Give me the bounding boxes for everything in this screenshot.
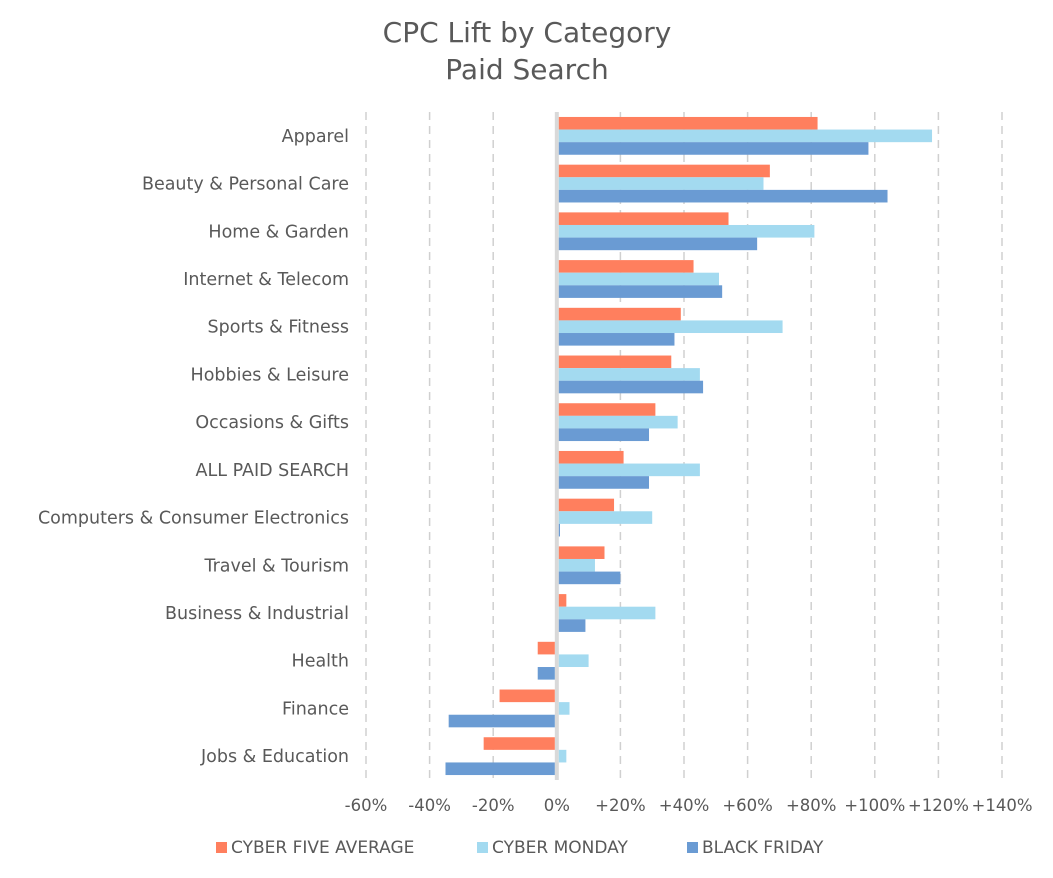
bar-1-10 xyxy=(558,606,656,620)
x-tick-label-3: 0% xyxy=(544,796,570,815)
category-label-10: Business & Industrial xyxy=(165,604,349,624)
legend-swatch-1 xyxy=(477,842,488,853)
bar-2-8 xyxy=(558,523,560,537)
gridlines xyxy=(365,112,1003,780)
bar-0-2 xyxy=(558,212,729,225)
bar-2-2 xyxy=(558,237,758,251)
category-label-2: Home & Garden xyxy=(208,222,349,242)
bar-1-3 xyxy=(558,272,719,286)
bar-1-12 xyxy=(558,702,570,715)
bar-0-9 xyxy=(558,546,605,559)
x-axis-tick-labels: -60% -40% -20% 0% +20% +40% +60% +80% +100% +120%… xyxy=(345,796,1033,815)
x-tick-label-6: +60% xyxy=(722,796,773,815)
bar-0-10 xyxy=(558,594,567,607)
category-labels: Apparel Beauty & Personal Care Home & Gard… xyxy=(38,127,349,767)
category-label-5: Hobbies & Leisure xyxy=(191,365,349,385)
x-tick-label-5: +40% xyxy=(659,796,710,815)
category-label-8: Computers & Consumer Electronics xyxy=(38,509,349,529)
bar-2-9 xyxy=(558,571,621,585)
bar-1-8 xyxy=(558,511,653,524)
bar-1-13 xyxy=(558,749,567,763)
x-tick-label-7: +80% xyxy=(786,796,837,815)
legend-label-2: BLACK FRIDAY xyxy=(702,838,824,858)
legend: CYBER FIVE AVERAGE CYBER MONDAY BLACK FRID… xyxy=(216,838,824,858)
chart-title-line-1: CPC Lift by Category xyxy=(383,16,672,49)
bar-1-5 xyxy=(558,368,700,381)
bar-1-11 xyxy=(558,654,589,668)
bar-0-13 xyxy=(483,737,555,750)
bar-1-0 xyxy=(558,129,933,143)
chart-title-line-2: Paid Search xyxy=(445,53,608,86)
bar-2-1 xyxy=(558,189,888,203)
legend-swatch-0 xyxy=(216,842,227,853)
x-tick-label-9: +120% xyxy=(908,796,969,815)
bar-0-1 xyxy=(558,164,770,178)
bar-2-12 xyxy=(448,714,555,728)
legend-label-1: CYBER MONDAY xyxy=(492,838,628,858)
x-tick-label-2: -20% xyxy=(472,796,515,815)
category-label-11: Health xyxy=(292,652,349,672)
category-label-1: Beauty & Personal Care xyxy=(142,175,349,195)
bar-1-2 xyxy=(558,224,815,238)
category-label-12: Finance xyxy=(282,699,349,719)
category-label-4: Sports & Fitness xyxy=(208,318,349,338)
bar-1-6 xyxy=(558,415,678,429)
category-label-0: Apparel xyxy=(282,127,349,147)
bar-0-4 xyxy=(558,307,681,321)
bar-0-12 xyxy=(499,689,555,703)
x-tick-label-1: -40% xyxy=(408,796,451,815)
bar-0-11 xyxy=(537,641,555,655)
bar-2-7 xyxy=(558,476,650,489)
x-tick-label-10: +140% xyxy=(972,796,1033,815)
legend-swatch-2 xyxy=(687,842,698,853)
x-tick-label-8: +100% xyxy=(844,796,905,815)
category-label-13: Jobs & Education xyxy=(200,747,349,767)
bar-0-0 xyxy=(558,116,818,130)
bar-0-6 xyxy=(558,403,656,416)
bars xyxy=(445,116,933,776)
category-label-6: Occasions & Gifts xyxy=(195,413,349,433)
x-tick-label-4: +20% xyxy=(595,796,646,815)
bar-1-9 xyxy=(558,558,595,572)
bar-2-6 xyxy=(558,428,650,442)
bar-2-3 xyxy=(558,285,723,298)
legend-label-0: CYBER FIVE AVERAGE xyxy=(231,838,414,858)
category-label-9: Travel & Tourism xyxy=(203,556,349,576)
bar-1-4 xyxy=(558,320,783,334)
category-label-7: ALL PAID SEARCH xyxy=(196,461,349,481)
bar-0-3 xyxy=(558,260,694,273)
bar-2-0 xyxy=(558,142,869,155)
bar-0-8 xyxy=(558,498,615,512)
bar-2-13 xyxy=(445,762,555,776)
bar-0-5 xyxy=(558,355,672,369)
bar-0-7 xyxy=(558,450,624,464)
bar-2-10 xyxy=(558,619,586,632)
bar-2-11 xyxy=(537,667,555,680)
bar-1-1 xyxy=(558,177,764,190)
bar-1-7 xyxy=(558,463,700,477)
x-tick-label-0: -60% xyxy=(345,796,388,815)
bar-2-4 xyxy=(558,333,675,346)
bar-2-5 xyxy=(558,380,704,394)
category-label-3: Internet & Telecom xyxy=(183,270,349,290)
